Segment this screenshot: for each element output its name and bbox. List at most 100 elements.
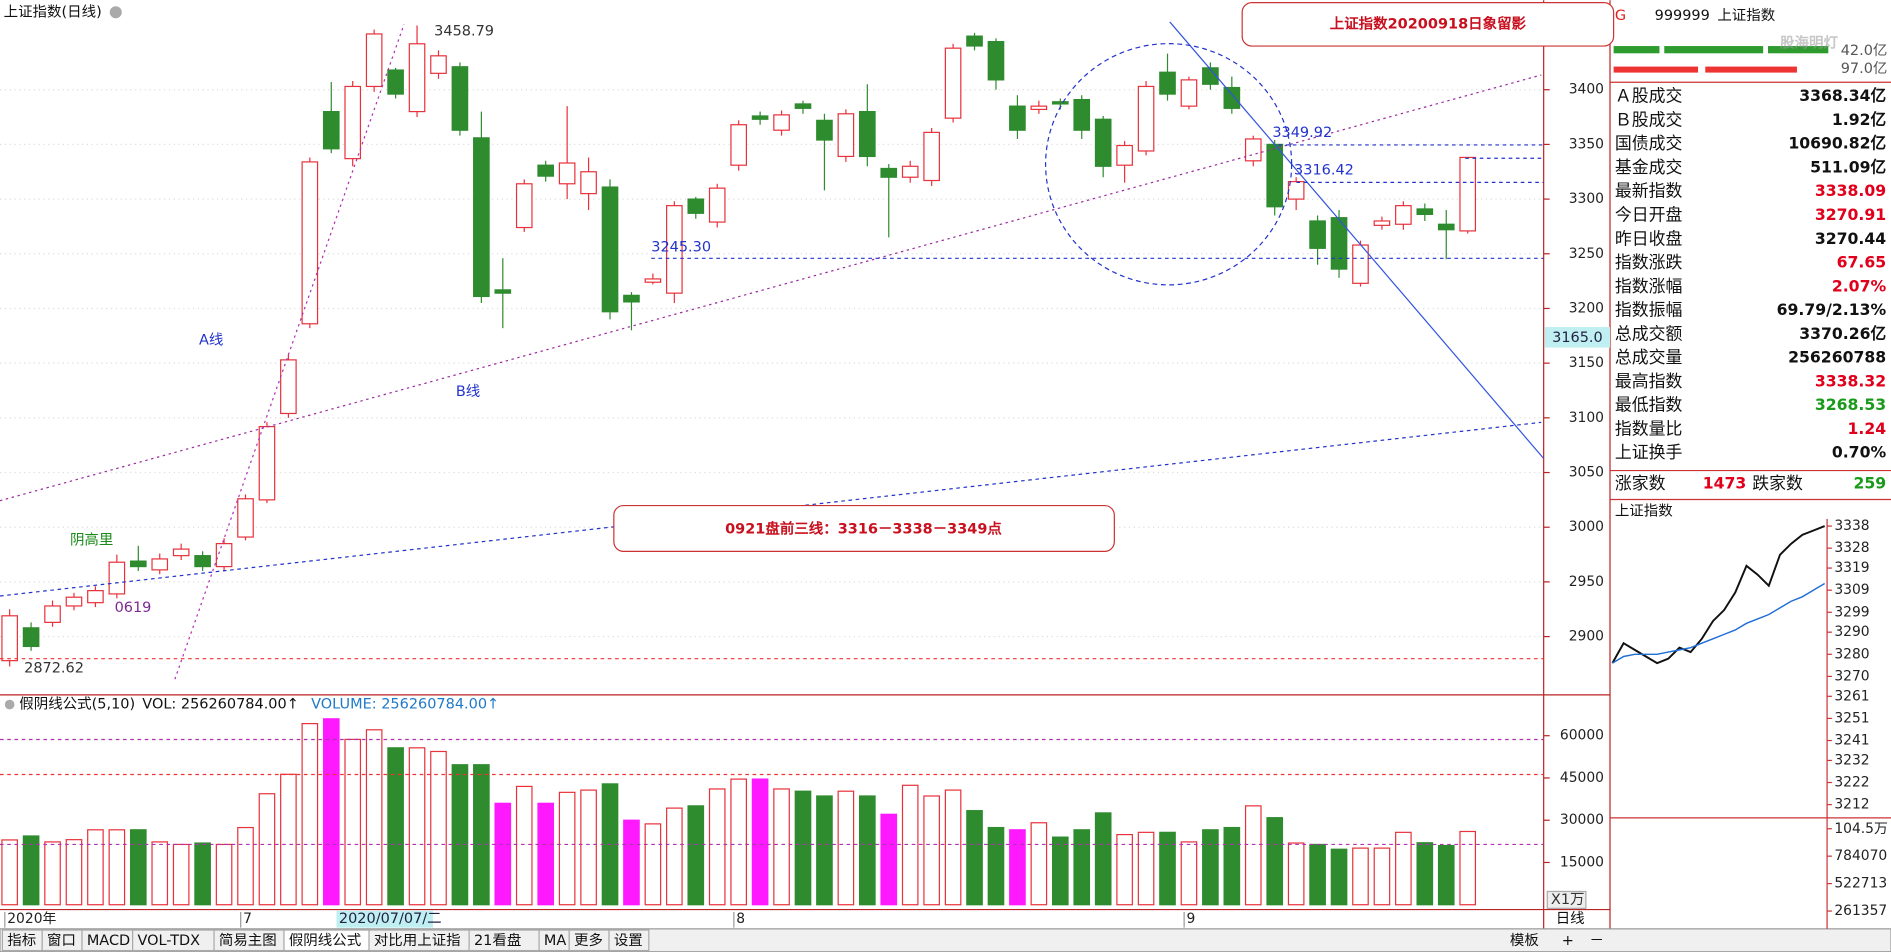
y-tick-label: 2900: [1569, 629, 1604, 645]
side-flag: G: [1615, 8, 1626, 24]
y-tick-label: 3270: [1834, 668, 1869, 684]
info-label: 昨日收盘: [1615, 228, 1683, 248]
candle-body: [151, 558, 169, 571]
candle-body: [194, 555, 211, 568]
volume-bar: [708, 788, 726, 906]
chart-title: 上证指数(日线): [4, 3, 102, 20]
volume-bar: [1244, 805, 1262, 906]
info-label: Ａ股成交: [1615, 86, 1683, 106]
volume-bar: [1, 839, 18, 906]
icon: [4, 699, 15, 710]
b-line: [0, 74, 1542, 502]
candle-body: [1073, 98, 1091, 131]
candle-body: [108, 561, 126, 595]
banner: 上证指数20200918日象留影: [1330, 14, 1527, 32]
volume-bar: [1395, 831, 1412, 906]
volume-bar: [987, 826, 1005, 906]
side-head-value: 42.0亿: [1841, 42, 1888, 59]
volume-bar: [494, 802, 512, 906]
volume-bar: [1287, 842, 1305, 906]
info-value: 69.79/2.13%: [1777, 300, 1887, 319]
tab-label[interactable]: +: [1562, 933, 1574, 949]
cursor-value: 3165.0: [1552, 330, 1603, 346]
cursor-date-box: [336, 910, 433, 928]
volume-bar: [816, 795, 833, 906]
candle-body: [129, 560, 147, 568]
y-tick-label: 2950: [1569, 574, 1604, 590]
info-label: Ｂ股成交: [1615, 109, 1683, 129]
volume-bar: [1137, 831, 1155, 906]
y-tick-label: 3150: [1569, 355, 1604, 371]
candle-body: [172, 548, 190, 557]
volume-bar: [65, 839, 83, 906]
candle-body: [730, 124, 747, 166]
y-tick-label: 3000: [1569, 519, 1604, 535]
y-tick-label: 3299: [1834, 604, 1869, 620]
tab-label[interactable]: 日线: [1556, 910, 1585, 927]
volume-bar: [558, 791, 576, 906]
volume-bar: [1373, 847, 1391, 906]
y-tick-label: 3222: [1834, 775, 1869, 791]
tab-label: VOL-TDX: [137, 933, 200, 949]
volume-bar: [1223, 826, 1241, 906]
y-tick-label: 784070: [1834, 848, 1887, 864]
info-label: 指数量比: [1615, 418, 1683, 438]
volume-bar: [1073, 829, 1091, 906]
y-tick-label: 3250: [1569, 246, 1604, 262]
vol-label: VOLUME: 256260784.00↑: [311, 697, 499, 713]
volume-bar: [901, 784, 919, 906]
y-tick-label: 3350: [1569, 136, 1604, 152]
x-tick-label: 2020年: [7, 911, 56, 927]
y-tick-label: 3300: [1569, 191, 1604, 207]
candle-body: [87, 590, 104, 604]
volume-bar: [129, 829, 147, 906]
info-value: 3268.53: [1815, 395, 1886, 414]
y-tick-label: 60000: [1560, 728, 1604, 744]
banner-box: [1241, 2, 1615, 47]
y-tick-label: 3232: [1834, 752, 1869, 768]
candle-body: [1030, 105, 1048, 111]
candle-body: [859, 110, 876, 158]
candle-body: [322, 110, 340, 150]
info-label: 今日开盘: [1615, 205, 1683, 225]
volume-bar: [1416, 842, 1434, 906]
volume-bar: [1180, 841, 1198, 906]
tab[interactable]: [608, 929, 650, 952]
candle-body: [558, 162, 576, 185]
candle-body: [1287, 180, 1305, 200]
annotation: 3316.42: [1294, 162, 1354, 178]
candle-body: [280, 359, 297, 415]
tab-label: 对比用上证指: [374, 932, 461, 949]
volume-bar: [794, 790, 812, 906]
y-tick-label: 3212: [1834, 797, 1869, 813]
circle: [1044, 43, 1293, 286]
candle-body: [1437, 223, 1455, 231]
candle-body: [1416, 208, 1434, 216]
info-label: 指数涨幅: [1615, 276, 1683, 296]
info-label: 基金成交: [1615, 157, 1683, 177]
mini-title: 上证指数: [1615, 503, 1673, 520]
volume-bar: [44, 841, 61, 906]
volume-bar: [258, 793, 276, 906]
volume-bar: [1202, 829, 1219, 906]
volume-bar: [22, 835, 40, 906]
candle-body: [901, 165, 919, 178]
candle-body: [365, 33, 383, 88]
volume-bar: [408, 747, 426, 906]
info-value: 3270.44: [1815, 229, 1886, 248]
tab-label[interactable]: －: [1590, 933, 1604, 949]
candle-body: [44, 605, 61, 623]
down-trend: [1169, 21, 1545, 459]
info-label: 最高指数: [1615, 371, 1683, 391]
y-tick-label: 522713: [1834, 876, 1887, 892]
candle-body: [580, 171, 597, 195]
info-label: 总成交量: [1615, 347, 1683, 367]
tab-label: 窗口: [47, 931, 76, 949]
breadth-label: 涨家数: [1615, 473, 1666, 493]
tab-label[interactable]: 模板: [1510, 931, 1539, 949]
y-tick-label: 15000: [1560, 854, 1604, 870]
tab-label: 假阴线公式: [289, 932, 361, 949]
breadth-value: 1473: [1703, 473, 1747, 492]
bar: [1705, 66, 1797, 73]
candle-body: [215, 543, 233, 568]
